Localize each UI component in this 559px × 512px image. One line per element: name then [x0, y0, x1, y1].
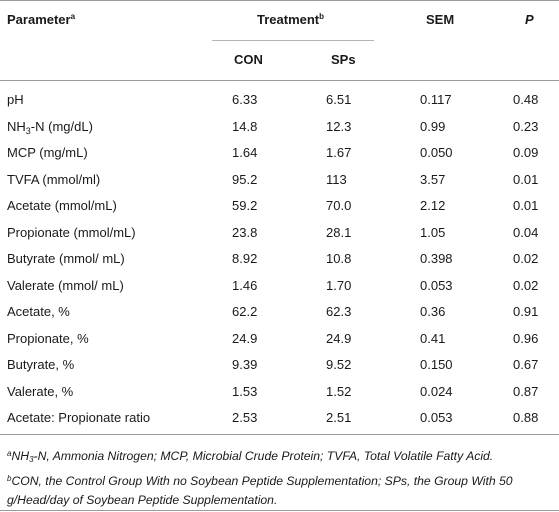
- cell-sem: 2.12: [420, 198, 446, 213]
- cell-sem: 0.41: [420, 330, 446, 346]
- cell-sps: 9.52: [326, 357, 352, 372]
- table-row: TVFA (mmol/ml) 95.2 113 3.57 0.01: [0, 169, 559, 191]
- cell-parameter: Butyrate, %: [7, 357, 75, 372]
- cell-con: 23.8: [232, 224, 258, 240]
- table-row: MCP (mg/mL) 1.64 1.67 0.050 0.09: [0, 142, 559, 164]
- cell-parameter: Valerate (mmol/ mL): [7, 277, 124, 293]
- cell-sps: 70.0: [326, 198, 352, 213]
- cell-sps: 6.51: [326, 92, 352, 107]
- cell-parameter: Propionate (mmol/mL): [7, 224, 136, 240]
- cell-con: 14.8: [232, 118, 258, 134]
- table-row: Valerate (mmol/ mL) 1.46 1.70 0.053 0.02: [0, 275, 559, 297]
- cell-sps: 2.51: [326, 410, 352, 425]
- table-row: Butyrate (mmol/ mL) 8.92 10.8 0.398 0.02: [0, 248, 559, 270]
- footnote-a: aNH3-N, Ammonia Nitrogen; MCP, Microbial…: [7, 449, 494, 464]
- cell-sps: 1.67: [326, 145, 352, 160]
- cell-p: 0.04: [513, 224, 539, 240]
- cell-p: 0.23: [513, 118, 539, 134]
- cell-parameter: pH: [7, 92, 24, 107]
- cell-p: 0.01: [513, 171, 539, 187]
- cell-sps: 1.70: [326, 277, 352, 293]
- cell-sem: 0.398: [420, 251, 453, 266]
- header-bottom-rule: [0, 80, 559, 81]
- table-row: Acetate, % 62.2 62.3 0.36 0.91: [0, 301, 559, 323]
- table-bottom-rule: [0, 434, 559, 435]
- cell-sem: 0.150: [420, 357, 453, 372]
- cell-sem: 0.117: [420, 92, 452, 107]
- table-row: pH 6.33 6.51 0.117 0.48: [0, 89, 559, 111]
- cell-con: 9.39: [232, 357, 258, 372]
- table-footnotes: aNH3-N, Ammonia Nitrogen; MCP, Microbial…: [7, 444, 555, 510]
- cell-parameter: MCP (mg/mL): [7, 145, 88, 160]
- cell-parameter: Propionate, %: [7, 330, 89, 346]
- cell-con: 62.2: [232, 304, 258, 319]
- cell-p: 0.67: [513, 357, 539, 372]
- cell-parameter: Valerate, %: [7, 383, 74, 399]
- cell-sps: 24.9: [326, 330, 352, 346]
- cell-sps: 62.3: [326, 304, 352, 319]
- cell-sps: 28.1: [326, 224, 352, 240]
- cell-p: 0.09: [513, 145, 539, 160]
- cell-sps: 10.8: [326, 251, 352, 266]
- table-row: Butyrate, % 9.39 9.52 0.150 0.67: [0, 354, 559, 376]
- table-row: Propionate (mmol/mL) 23.8 28.1 1.05 0.04: [0, 222, 559, 244]
- cell-p: 0.48: [513, 92, 539, 107]
- cell-sem: 0.053: [420, 277, 453, 293]
- table-row: NH3-N (mg/dL) 14.8 12.3 0.99 0.23: [0, 116, 559, 138]
- header-sps: SPs: [331, 52, 356, 67]
- cell-sem: 0.36: [420, 304, 446, 319]
- table-row: Valerate, % 1.53 1.52 0.024 0.87: [0, 381, 559, 403]
- cell-sem: 0.053: [420, 410, 453, 425]
- cell-con: 1.53: [232, 383, 258, 399]
- table-row: Acetate: Propionate ratio 2.53 2.51 0.053 0.…: [0, 407, 559, 429]
- cell-parameter: Butyrate (mmol/ mL): [7, 251, 125, 266]
- table-top-rule: [0, 0, 559, 1]
- header-p: P: [525, 12, 534, 27]
- cell-p: 0.91: [513, 304, 539, 319]
- cell-con: 8.92: [232, 251, 258, 266]
- cell-sem: 3.57: [420, 171, 446, 187]
- cell-con: 1.46: [232, 277, 258, 293]
- cell-parameter: NH3-N (mg/dL): [7, 118, 93, 136]
- header-parameter: Parametera: [7, 12, 76, 27]
- cell-con: 2.53: [232, 410, 258, 425]
- footnote-b: bCON, the Control Group With no Soybean …: [7, 474, 513, 507]
- cell-parameter: TVFA (mmol/ml): [7, 171, 101, 187]
- footnote-bottom-rule: [0, 510, 559, 511]
- cell-con: 6.33: [232, 92, 258, 107]
- cell-p: 0.88: [513, 410, 539, 425]
- header-con: CON: [234, 52, 263, 67]
- cell-sem: 1.05: [420, 224, 446, 240]
- cell-con: 1.64: [232, 145, 258, 160]
- cell-sem: 0.024: [420, 383, 453, 399]
- cell-con: 59.2: [232, 198, 258, 213]
- cell-sps: 12.3: [326, 118, 352, 134]
- header-treatment: Treatmentb: [257, 12, 325, 27]
- cell-sps: 1.52: [326, 383, 352, 399]
- cell-p: 0.02: [513, 251, 539, 266]
- cell-con: 24.9: [232, 330, 258, 346]
- cell-sem: 0.050: [420, 145, 453, 160]
- cell-sps: 113: [326, 171, 347, 187]
- treatment-underline: [212, 40, 374, 41]
- header-sem: SEM: [426, 12, 455, 27]
- cell-parameter: Acetate, %: [7, 304, 70, 319]
- cell-con: 95.2: [232, 171, 258, 187]
- cell-sem: 0.99: [420, 118, 446, 134]
- table-row: Propionate, % 24.9 24.9 0.41 0.96: [0, 328, 559, 350]
- cell-parameter: Acetate: Propionate ratio: [7, 410, 151, 425]
- cell-p: 0.02: [513, 277, 539, 293]
- cell-p: 0.96: [513, 330, 539, 346]
- cell-parameter: Acetate (mmol/mL): [7, 198, 117, 213]
- cell-p: 0.87: [513, 383, 539, 399]
- cell-p: 0.01: [513, 198, 539, 213]
- table-row: Acetate (mmol/mL) 59.2 70.0 2.12 0.01: [0, 195, 559, 217]
